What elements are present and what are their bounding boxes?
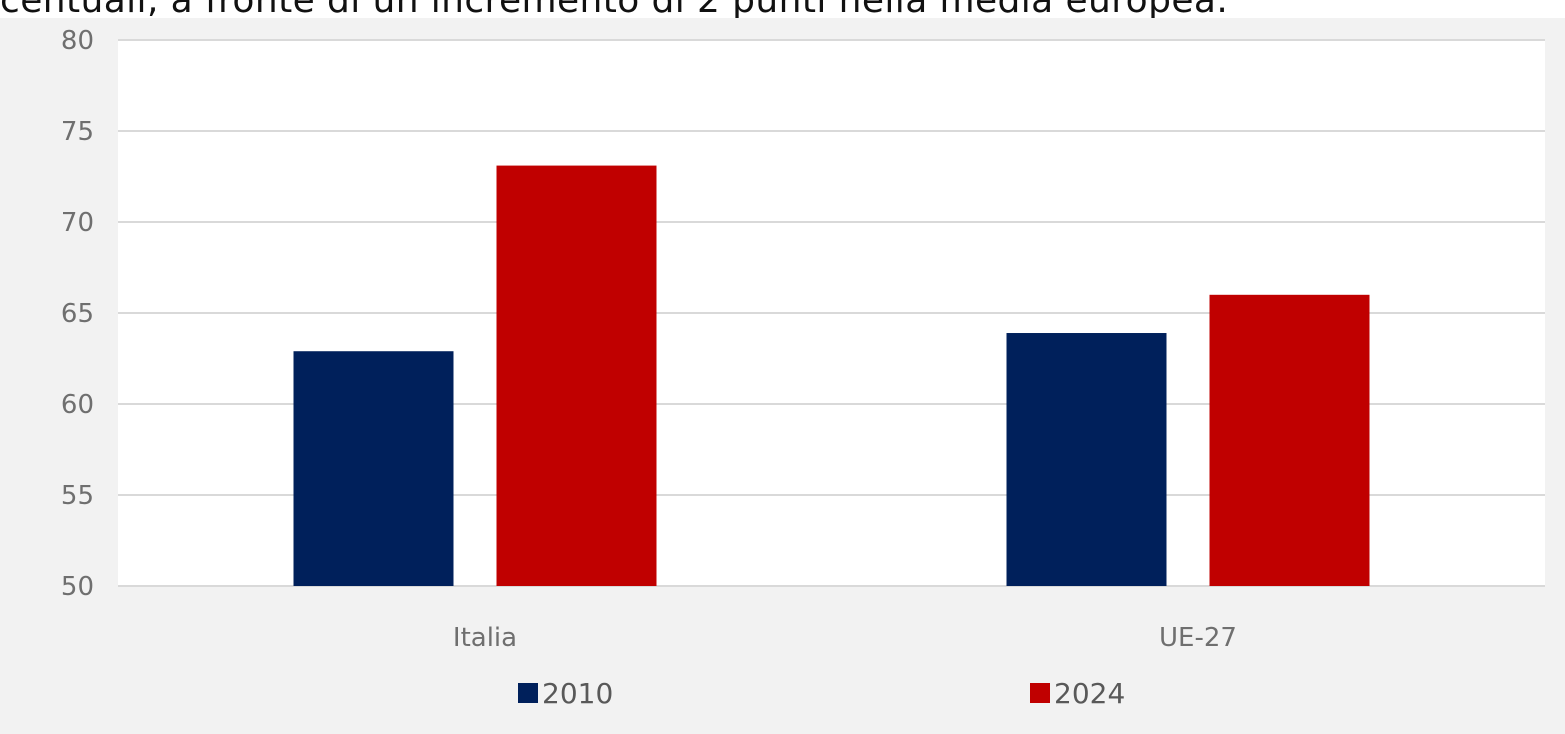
- bar-ue-27-2010: [1006, 333, 1167, 586]
- y-tick-label: 60: [61, 390, 94, 420]
- legend-swatch-2024: [1030, 683, 1050, 703]
- legend-label: 2024: [1054, 677, 1125, 710]
- x-category-label: Italia: [453, 623, 517, 653]
- header-text: centuali, a fronte di un incremento di 2…: [0, 0, 1565, 18]
- y-tick-label: 80: [61, 26, 94, 56]
- bar-italia-2010: [293, 351, 454, 586]
- y-tick-label: 75: [61, 117, 94, 147]
- x-category-label: UE-27: [1159, 623, 1237, 653]
- y-tick-label: 65: [61, 299, 94, 329]
- legend-swatch-2010: [518, 683, 538, 703]
- bar-italia-2024: [496, 165, 657, 586]
- y-tick-label: 50: [61, 572, 94, 602]
- legend-label: 2010: [542, 677, 613, 710]
- bar-ue-27-2024: [1209, 294, 1370, 586]
- y-tick-label: 70: [61, 208, 94, 238]
- y-tick-label: 55: [61, 481, 94, 511]
